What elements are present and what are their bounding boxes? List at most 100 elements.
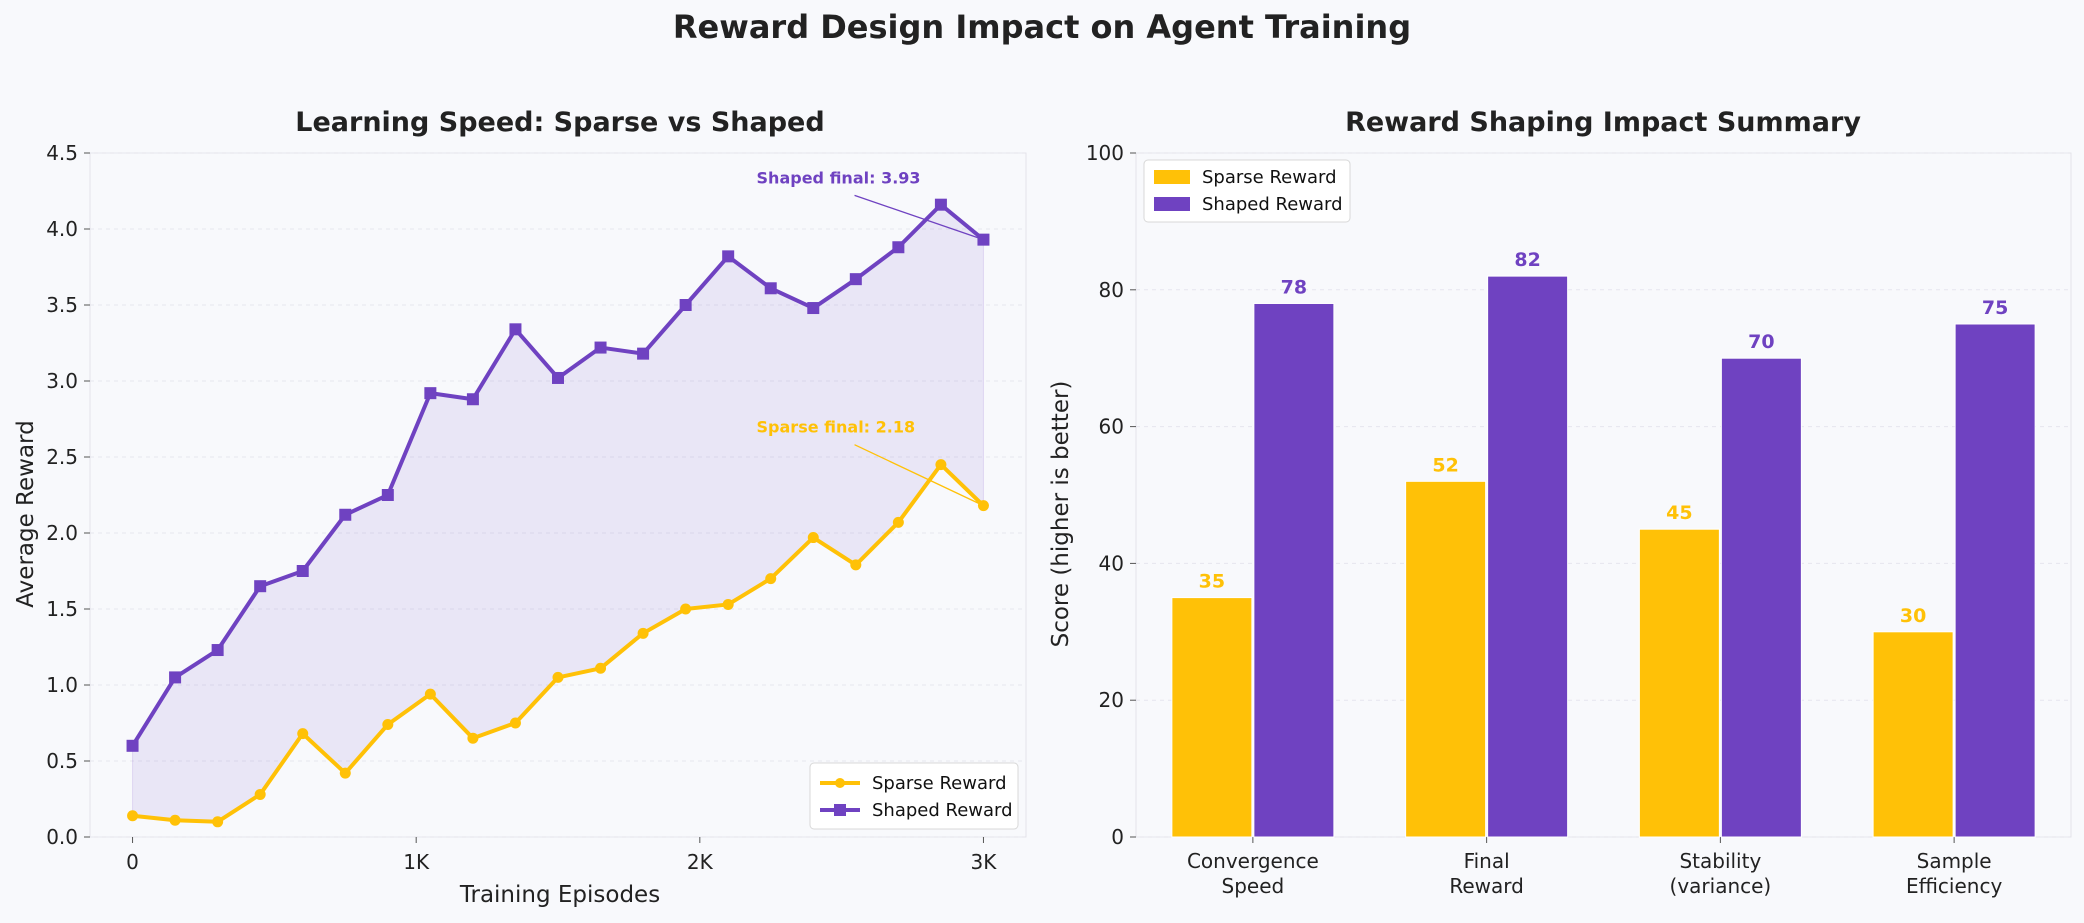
- legend-shaped-label: Shaped Reward: [872, 800, 1013, 821]
- sparse-bar-value-label: 52: [1432, 454, 1458, 476]
- right-legend: [1143, 159, 1351, 223]
- shaped-reward-point: [169, 671, 182, 684]
- shaped-bar: [1253, 302, 1335, 838]
- sparse-bar-value-label: 35: [1199, 571, 1225, 593]
- right-y-tick-label: 20: [1099, 688, 1124, 712]
- category-label: Stability (variance): [1670, 849, 1772, 898]
- right-y-tick-label: 100: [1086, 141, 1124, 165]
- shaped-reward-point: [466, 393, 479, 406]
- shaped-reward-point: [296, 565, 309, 577]
- left-y-tick-label: 4.0: [46, 217, 78, 241]
- left-y-tick-label: 3.5: [46, 293, 78, 317]
- shaped-reward-point: [552, 371, 564, 384]
- legend-sparse-marker: [835, 778, 845, 788]
- left-y-tick-label: 2.5: [46, 445, 78, 469]
- right-y-tick-label: 80: [1099, 278, 1124, 302]
- left-chart-title: Learning Speed: Sparse vs Shaped: [295, 107, 824, 138]
- sparse-reward-point: [169, 814, 181, 826]
- shaped-bar-value-label: 82: [1514, 249, 1540, 271]
- left-x-tick-label: 0: [126, 850, 139, 874]
- sparse-bar-value-label: 30: [1900, 605, 1926, 627]
- shaped-reward-point: [764, 282, 777, 295]
- sparse-reward-point: [424, 688, 436, 700]
- left-y-tick-label: 4.5: [46, 141, 78, 165]
- right-legend-sparse-swatch: [1154, 170, 1190, 184]
- shaped-bar-value-label: 70: [1748, 331, 1774, 353]
- figure-suptitle: Reward Design Impact on Agent Training: [673, 8, 1411, 46]
- sparse-bar-value-label: 45: [1666, 502, 1692, 524]
- left-y-tick-label: 0.5: [46, 749, 78, 773]
- left-x-axis-label: Training Episodes: [459, 882, 660, 908]
- shaped-bar-value-label: 78: [1281, 276, 1307, 298]
- sparse-bar: [1872, 631, 1954, 838]
- sparse-reward-point: [467, 732, 479, 744]
- left-y-tick-label: 1.5: [46, 597, 78, 621]
- sparse-reward-point: [850, 559, 862, 571]
- sparse-bar: [1638, 528, 1720, 838]
- category-label: Final Reward: [1449, 849, 1523, 898]
- sparse-final-annotation: Sparse final: 2.18: [757, 418, 916, 437]
- left-y-tick-label: 2.0: [46, 521, 78, 545]
- sparse-reward-point: [127, 810, 139, 822]
- category-label: Convergence Speed: [1187, 849, 1319, 898]
- shaped-reward-point: [637, 347, 650, 360]
- left-y-tick-label: 0.0: [46, 825, 78, 849]
- left-y-tick-label: 3.0: [46, 369, 78, 393]
- shaped-reward-point: [722, 250, 735, 263]
- left-x-tick-label: 3K: [971, 850, 998, 874]
- sparse-bar: [1405, 480, 1487, 838]
- left-y-tick-label: 1.0: [46, 673, 78, 697]
- sparse-reward-point: [254, 788, 266, 800]
- sparse-reward-point: [722, 598, 734, 610]
- sparse-reward-point: [339, 767, 351, 779]
- right-y-tick-label: 40: [1099, 551, 1124, 575]
- right-legend-sparse-label: Sparse Reward: [1202, 167, 1337, 188]
- sparse-reward-point: [637, 627, 649, 639]
- shaped-reward-point: [254, 580, 267, 593]
- shaped-reward-point: [934, 198, 947, 211]
- left-y-axis-label: Average Reward: [13, 420, 39, 607]
- legend-sparse-label: Sparse Reward: [872, 773, 1007, 794]
- shaped-bar: [1954, 323, 2036, 838]
- sparse-reward-point: [765, 573, 777, 585]
- shaped-reward-point: [892, 241, 905, 254]
- shaped-final-annotation-arrow: [854, 194, 984, 241]
- sparse-bar: [1171, 597, 1253, 838]
- sparse-reward-point: [680, 603, 692, 615]
- right-legend-shaped-label: Shaped Reward: [1202, 194, 1343, 215]
- left-legend: [809, 762, 1019, 830]
- sparse-reward-point: [382, 719, 394, 731]
- shaped-reward-point: [807, 302, 820, 315]
- sparse-reward-point: [509, 717, 521, 729]
- shaped-final-annotation: Shaped final: 3.93: [757, 168, 921, 187]
- shaped-reward-point: [679, 299, 692, 311]
- category-label: Sample Efficiency: [1906, 849, 2003, 898]
- sparse-final-annotation-arrow: [854, 444, 984, 507]
- impact-summary-chart: Reward Shaping Impact Summary Score (hig…: [1048, 107, 2072, 898]
- legend-shaped-marker: [834, 804, 846, 816]
- sparse-reward-point: [807, 532, 819, 544]
- shaped-reward-point: [339, 508, 352, 521]
- right-y-tick-label: 0: [1111, 825, 1124, 849]
- sparse-reward-point: [297, 728, 309, 740]
- sparse-reward-point: [595, 662, 607, 674]
- shaped-reward-point: [509, 323, 522, 336]
- right-chart-title: Reward Shaping Impact Summary: [1345, 107, 1861, 138]
- shaped-reward-point: [424, 387, 437, 400]
- shaped-bar: [1487, 275, 1569, 838]
- shaped-reward-point: [381, 489, 394, 501]
- sparse-reward-point: [935, 459, 947, 471]
- shaped-reward-point: [849, 273, 862, 286]
- sparse-reward-point: [552, 671, 564, 683]
- left-x-tick-label: 1K: [403, 850, 430, 874]
- right-legend-shaped-swatch: [1154, 197, 1190, 211]
- left-x-tick-label: 2K: [687, 850, 714, 874]
- sparse-reward-point: [892, 516, 904, 528]
- learning-speed-chart: Learning Speed: Sparse vs Shaped Trainin…: [13, 107, 1027, 908]
- right-y-tick-label: 60: [1099, 415, 1124, 439]
- shaped-reward-point: [594, 341, 607, 354]
- shaped-bar: [1720, 357, 1802, 838]
- shaped-reward-point: [126, 739, 139, 752]
- sparse-reward-point: [212, 816, 224, 828]
- right-y-axis-label: Score (higher is better): [1048, 381, 1074, 648]
